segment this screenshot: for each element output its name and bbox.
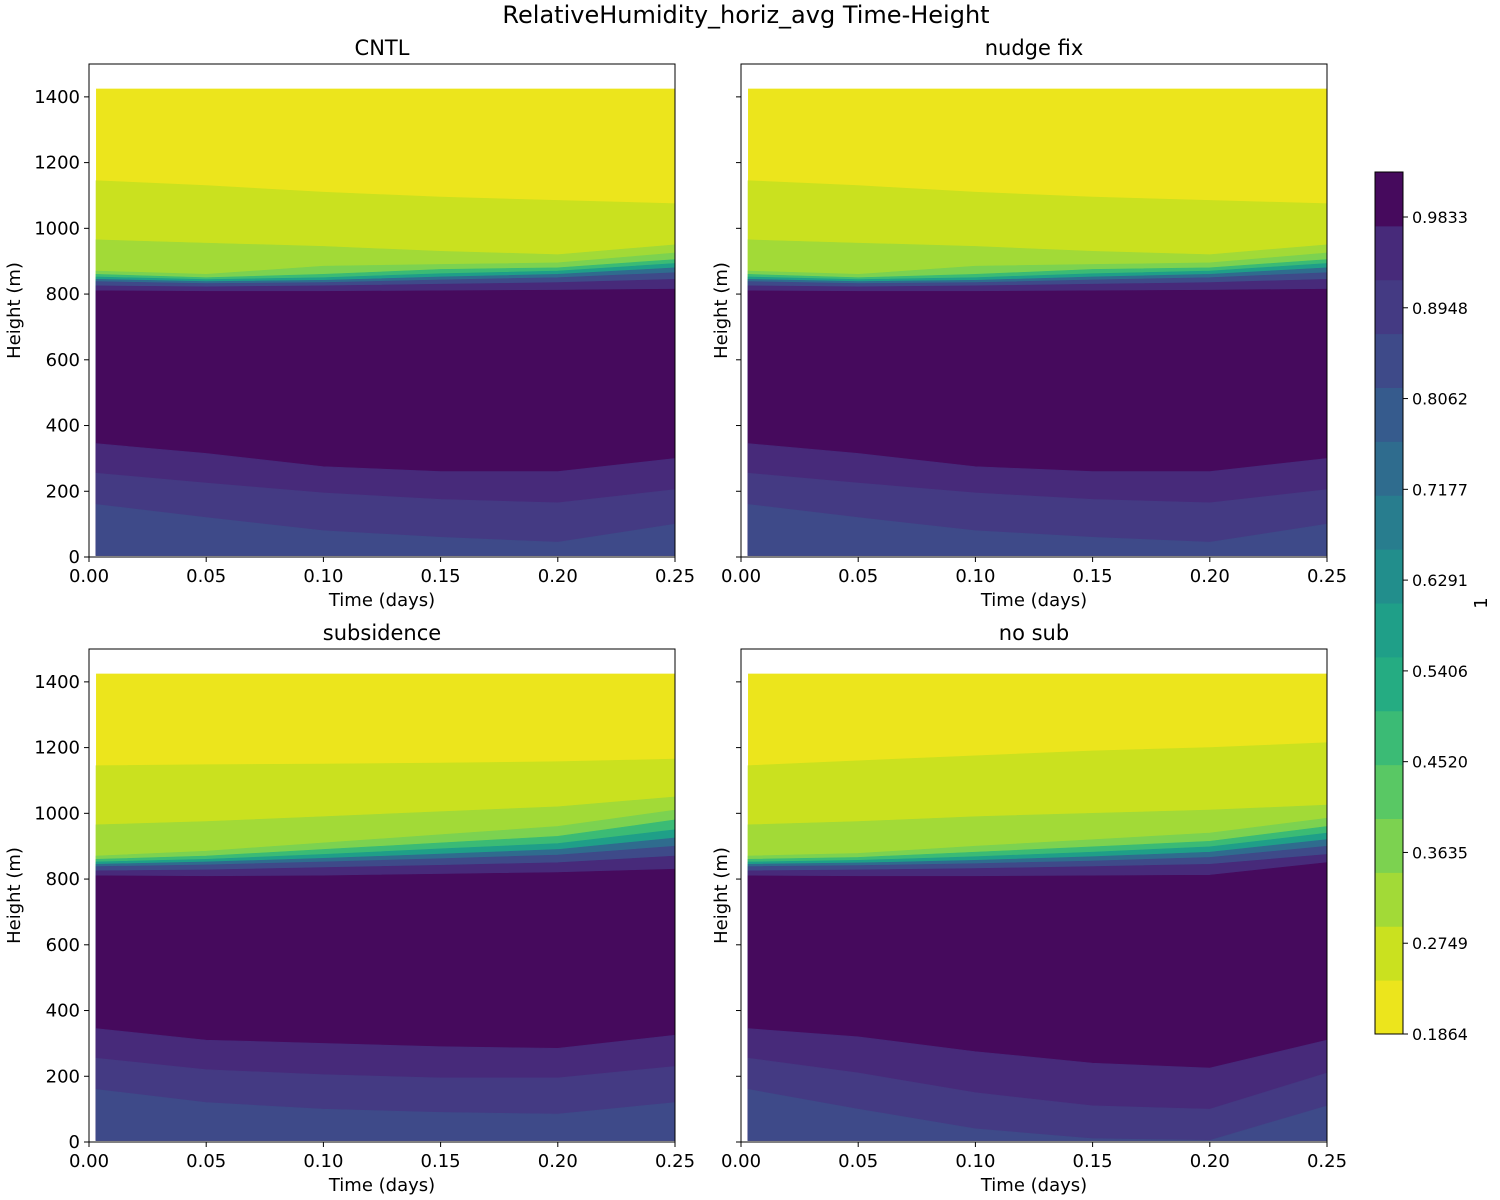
- x-axis-label: Time (days): [328, 1175, 435, 1196]
- colorbar-segment: [1375, 495, 1403, 550]
- colorbar-segment: [1375, 333, 1403, 388]
- x-tick-label: 0.25: [655, 566, 695, 587]
- colorbar-tick-label: 0.6291: [1412, 571, 1468, 590]
- y-tick-label: 1000: [34, 218, 80, 239]
- panel-1: CNTL 0.00 0.05 0.10 0.15 0.20 0.25 Time (days) 0…: [4, 36, 695, 611]
- colorbar-segment: [1375, 656, 1403, 712]
- x-tick-label: 0.20: [1190, 566, 1230, 587]
- y-axis-label: Height (m): [711, 847, 732, 944]
- colorbar-segment: [1375, 172, 1403, 227]
- x-tick-label: 0.15: [1073, 1151, 1113, 1172]
- x-axis-label: Time (days): [980, 590, 1087, 611]
- y-axis-label: Height (m): [711, 262, 732, 359]
- y-axis-label: Height (m): [4, 262, 25, 359]
- x-tick-label: 0.05: [186, 1151, 226, 1172]
- y-tick-label: 400: [46, 416, 80, 437]
- x-tick-label: 0.15: [421, 566, 461, 587]
- x-tick-label: 0.05: [838, 566, 878, 587]
- x-tick-label: 0.10: [955, 1151, 995, 1172]
- colorbar-label: 1: [1471, 597, 1492, 608]
- colorbar-segment: [1375, 441, 1403, 496]
- x-tick-label: 0.20: [538, 1151, 578, 1172]
- colorbar-tick-label: 0.5406: [1412, 662, 1468, 681]
- x-tick-label: 0.00: [69, 1151, 109, 1172]
- x-tick-label: 0.00: [721, 566, 761, 587]
- panel-title: nudge fix: [985, 36, 1084, 60]
- y-tick-label: 1400: [34, 672, 80, 693]
- colorbar-segment: [1375, 980, 1403, 1035]
- axes-frame: [88, 63, 676, 558]
- panel-2: nudge fix 0.00 0.05 0.10 0.15 0.20 0.25 Time (d…: [711, 36, 1347, 611]
- y-tick-label: 1200: [34, 153, 80, 174]
- colorbar-tick-label: 0.4520: [1412, 753, 1468, 772]
- colorbar-tick-label: 0.8062: [1412, 390, 1468, 409]
- x-tick-label: 0.15: [421, 1151, 461, 1172]
- y-tick-label: 800: [46, 284, 80, 305]
- y-tick-label: 800: [46, 869, 80, 890]
- x-tick-label: 0.25: [655, 1151, 695, 1172]
- y-axis-label: Height (m): [4, 847, 25, 944]
- x-tick-label: 0.20: [1190, 1151, 1230, 1172]
- y-tick-label: 600: [46, 935, 80, 956]
- colorbar-segment: [1375, 603, 1403, 658]
- colorbar-frame: [1374, 171, 1404, 1035]
- colorbar-segment: [1375, 926, 1403, 981]
- y-tick-label: 200: [46, 481, 80, 502]
- panel-title: subsidence: [323, 621, 441, 645]
- colorbar-segment: [1375, 710, 1403, 766]
- y-tick-label: 200: [46, 1066, 80, 1087]
- x-tick-label: 0.25: [1307, 1151, 1347, 1172]
- x-tick-label: 0.10: [303, 566, 343, 587]
- x-tick-label: 0.15: [1073, 566, 1113, 587]
- colorbar-tick-label: 0.8948: [1412, 299, 1468, 318]
- y-tick-label: 600: [46, 350, 80, 371]
- x-tick-label: 0.20: [538, 566, 578, 587]
- y-tick-label: 0: [69, 547, 80, 568]
- colorbar-segment: [1375, 818, 1403, 873]
- colorbar-segment: [1375, 279, 1403, 335]
- x-tick-label: 0.05: [186, 566, 226, 587]
- panel-title: no sub: [999, 621, 1069, 645]
- x-tick-label: 0.10: [303, 1151, 343, 1172]
- panel-title: CNTL: [355, 36, 410, 60]
- x-tick-label: 0.25: [1307, 566, 1347, 587]
- colorbar-tick-label: 0.7177: [1412, 480, 1468, 499]
- x-axis-label: Time (days): [328, 590, 435, 611]
- panel-4: no sub 0.00 0.05 0.10 0.15 0.20 0.25 Time (days…: [711, 621, 1347, 1196]
- x-axis-label: Time (days): [980, 1175, 1087, 1196]
- y-tick-label: 0: [69, 1132, 80, 1153]
- colorbar-tick-label: 0.2749: [1412, 934, 1468, 953]
- panel-3: subsidence 0.00 0.05 0.10 0.15 0.20 0.25 Time (…: [4, 621, 695, 1196]
- axes-frame: [740, 63, 1328, 558]
- x-tick-label: 0.10: [955, 566, 995, 587]
- y-tick-label: 1200: [34, 738, 80, 759]
- y-tick-label: 1000: [34, 803, 80, 824]
- colorbar-tick-label: 0.9833: [1412, 208, 1468, 227]
- colorbar-segment: [1375, 764, 1403, 819]
- x-tick-label: 0.05: [838, 1151, 878, 1172]
- colorbar-segment: [1375, 549, 1403, 604]
- y-tick-label: 1400: [34, 87, 80, 108]
- colorbar-tick-label: 0.3635: [1412, 843, 1468, 862]
- colorbar-segment: [1375, 387, 1403, 442]
- x-tick-label: 0.00: [69, 566, 109, 587]
- figure-title: RelativeHumidity_horiz_avg Time-Height: [502, 1, 989, 29]
- y-tick-label: 400: [46, 1001, 80, 1022]
- panels: CNTL 0.00 0.05 0.10 0.15 0.20 0.25 Time (days) 0…: [4, 36, 1347, 1196]
- colorbar: 0.1864 0.2749 0.3635 0.4520 0.5406 0.6291 0.71…: [1374, 171, 1492, 1044]
- x-tick-label: 0.00: [721, 1151, 761, 1172]
- axes-frame: [88, 648, 676, 1143]
- colorbar-segment: [1375, 872, 1403, 927]
- colorbar-tick-label: 0.1864: [1412, 1025, 1468, 1044]
- colorbar-segment: [1375, 225, 1403, 281]
- axes-frame: [740, 648, 1328, 1143]
